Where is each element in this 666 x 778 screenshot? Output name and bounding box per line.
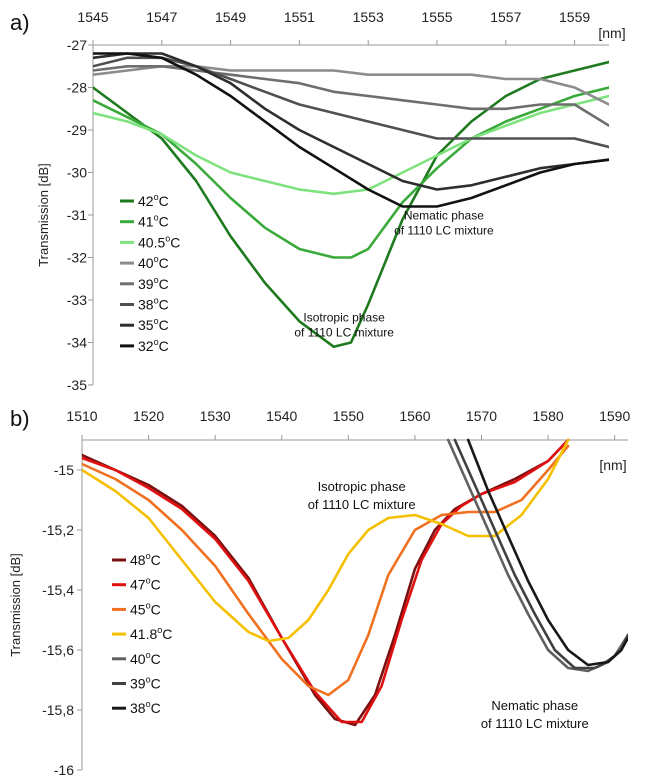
y-tick-label: -31 (67, 207, 87, 223)
x-tick-label: 1570 (466, 408, 497, 424)
series-line-39 (93, 65, 609, 127)
y-tick-label: -29 (67, 122, 87, 138)
y-tick-label: -15 (54, 462, 74, 478)
legend-label: 40oC (138, 254, 169, 271)
series-line-40-5 (93, 94, 609, 196)
panel-label: b) (10, 406, 30, 431)
x-tick-label: 1530 (200, 408, 231, 424)
annotation-text: of 1110 LC mixture (394, 223, 494, 237)
x-axis-unit: [nm] (599, 457, 626, 473)
legend-label: 40.5oC (138, 233, 180, 250)
x-tick-label: 1510 (66, 408, 97, 424)
legend-label: 38oC (130, 699, 161, 716)
series-line-32 (93, 52, 609, 208)
x-tick-label: 1590 (599, 408, 630, 424)
annotation-text: of 1110 LC mixture (308, 497, 416, 512)
y-tick-label: -30 (67, 165, 87, 181)
chart-panel-b: b) 1510 1520 1530 1540 1550 1560 1570 1580 1590 [n… (8, 406, 630, 778)
series-line-38 (466, 438, 628, 667)
legend-label: 42oC (138, 192, 169, 209)
x-tick-label: 1549 (215, 9, 246, 25)
legend: 48oC 47oC 45oC 41.8oC 40oC 39oC 38oC (112, 551, 172, 716)
legend-label: 45oC (130, 600, 161, 617)
x-tick-label: 1551 (284, 9, 315, 25)
legend-label: 38oC (138, 296, 169, 313)
legend-label: 39oC (138, 275, 169, 292)
series-group (82, 438, 628, 727)
legend-label: 32oC (138, 337, 169, 354)
y-tick-label: -33 (67, 292, 87, 308)
legend-label: 48oC (130, 551, 161, 568)
series-line-47 (82, 438, 570, 724)
y-tick-label: -15,4 (42, 582, 74, 598)
series-line-38 (93, 56, 609, 149)
x-tick-label: 1560 (399, 408, 430, 424)
annotation-text: Isotropic phase (318, 479, 406, 494)
chart-panel-a: a) 1545 1547 1549 1551 1553 1555 1557 1559 [nm] -2… (10, 9, 626, 393)
x-tick-label: 1545 (77, 9, 108, 25)
series-line-45 (82, 444, 570, 697)
y-tick-label: -15,8 (42, 702, 74, 718)
series-line-42 (93, 60, 609, 349)
series-line-40 (446, 438, 628, 673)
annotation-text: Nematic phase (404, 208, 484, 222)
annotation-text: Isotropic phase (303, 310, 385, 324)
y-tick-label: -15,6 (42, 642, 74, 658)
series-line-41 (93, 86, 609, 259)
y-tick-label: -35 (67, 377, 87, 393)
x-tick-label: 1550 (333, 408, 364, 424)
y-axis-title: Transmission [dB] (36, 163, 51, 267)
series-line-35 (93, 52, 609, 191)
y-tick-label: -28 (67, 80, 87, 96)
x-tick-label: 1540 (266, 408, 297, 424)
legend-label: 35oC (138, 316, 169, 333)
legend-label: 47oC (130, 576, 161, 593)
legend: 42oC 41oC 40.5oC 40oC 39oC 38oC 35oC 32oC (120, 192, 180, 354)
series-group (93, 52, 609, 349)
x-tick-label: 1553 (353, 9, 384, 25)
legend-label: 41oC (138, 213, 169, 230)
legend-label: 40oC (130, 650, 161, 667)
y-tick-label: -34 (67, 335, 87, 351)
x-axis-unit: [nm] (598, 25, 625, 41)
x-tick-label: 1547 (146, 9, 177, 25)
legend-label: 41.8oC (130, 625, 172, 642)
y-axis-title: Transmission [dB] (8, 553, 23, 657)
annotation-text: of 1110 LC mixture (294, 325, 394, 339)
x-tick-label: 1555 (421, 9, 452, 25)
x-tick-label: 1520 (133, 408, 164, 424)
y-tick-label: -16 (54, 762, 74, 778)
y-tick-label: -32 (67, 250, 87, 266)
y-tick-label: -15,2 (42, 522, 74, 538)
series-line-40 (93, 65, 609, 106)
annotation-text: of 1110 LC mixture (481, 716, 589, 731)
y-tick-label: -27 (67, 37, 87, 53)
x-tick-label: 1557 (490, 9, 521, 25)
legend-label: 39oC (130, 675, 161, 692)
x-tick-label: 1580 (533, 408, 564, 424)
annotation-text: Nematic phase (491, 698, 578, 713)
panel-label: a) (10, 10, 30, 35)
x-tick-label: 1559 (559, 9, 590, 25)
